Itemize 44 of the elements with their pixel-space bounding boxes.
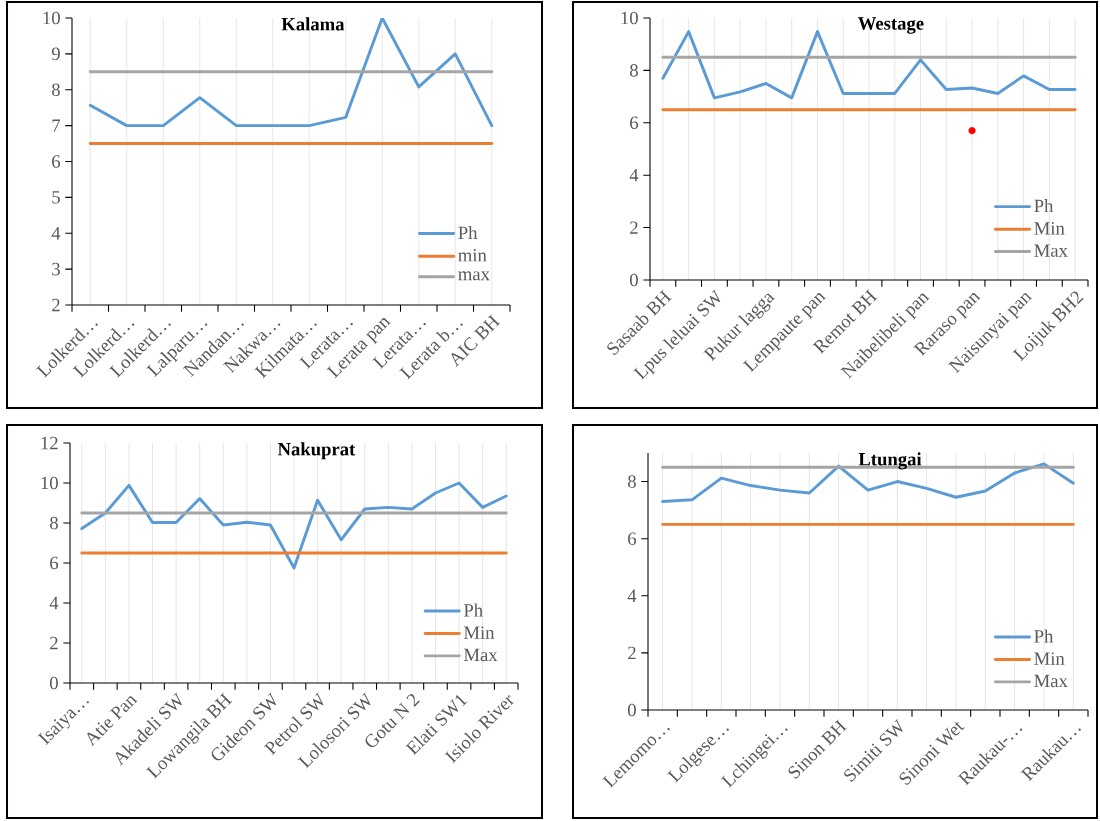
y-tick-label: 4 — [627, 589, 637, 602]
y-tick-label: 2 — [52, 298, 60, 312]
legend-label: Ph — [1034, 629, 1054, 643]
legend-label: Min — [1034, 652, 1065, 665]
y-tick-label: 2 — [628, 646, 636, 660]
y-tick-label: 3 — [52, 262, 60, 276]
chart-title: Nakuprat — [277, 442, 356, 460]
y-tick-label: 4 — [51, 227, 61, 240]
chart-title: Kalama — [281, 17, 345, 31]
legend-label: min — [458, 249, 487, 262]
legend-label: Min — [1034, 222, 1065, 235]
y-tick-label: 2 — [630, 221, 638, 234]
y-tick-label: 0 — [50, 676, 58, 690]
y-tick-label: 9 — [51, 47, 60, 61]
legend-label: Max — [463, 648, 498, 662]
legend-label: max — [458, 271, 490, 281]
y-tick-label: 10 — [621, 11, 638, 25]
legend-label: Max — [1034, 244, 1068, 257]
legend-label: Min — [463, 626, 495, 639]
y-tick-label: 8 — [50, 516, 58, 530]
y-tick-label: 6 — [630, 116, 639, 130]
y-tick-label: 2 — [50, 636, 58, 650]
y-tick-label: 0 — [628, 703, 636, 717]
chart-title: Westage — [858, 17, 924, 34]
y-tick-label: 7 — [52, 119, 61, 132]
y-tick-label: 4 — [49, 596, 59, 610]
y-tick-label: 8 — [628, 475, 636, 488]
legend-label: Ph — [463, 603, 483, 617]
legend-label: Ph — [458, 226, 478, 240]
line-series — [80, 481, 508, 570]
chart-title: Ltungai — [858, 452, 922, 470]
legend-label: Ph — [1034, 199, 1054, 213]
y-tick-label: 5 — [52, 191, 60, 204]
y-tick-label: 4 — [629, 169, 639, 182]
y-tick-label: 10 — [41, 476, 58, 490]
y-tick-label: 6 — [52, 155, 61, 168]
y-tick-label: 8 — [52, 83, 60, 97]
y-tick-label: 8 — [630, 64, 638, 77]
y-tick-label: 0 — [630, 273, 638, 287]
y-tick-label: 6 — [628, 532, 637, 545]
y-tick-label: 6 — [50, 556, 59, 570]
legend-label: Max — [1034, 674, 1068, 688]
y-tick-label: 12 — [41, 436, 58, 450]
y-tick-label: 10 — [43, 11, 60, 25]
